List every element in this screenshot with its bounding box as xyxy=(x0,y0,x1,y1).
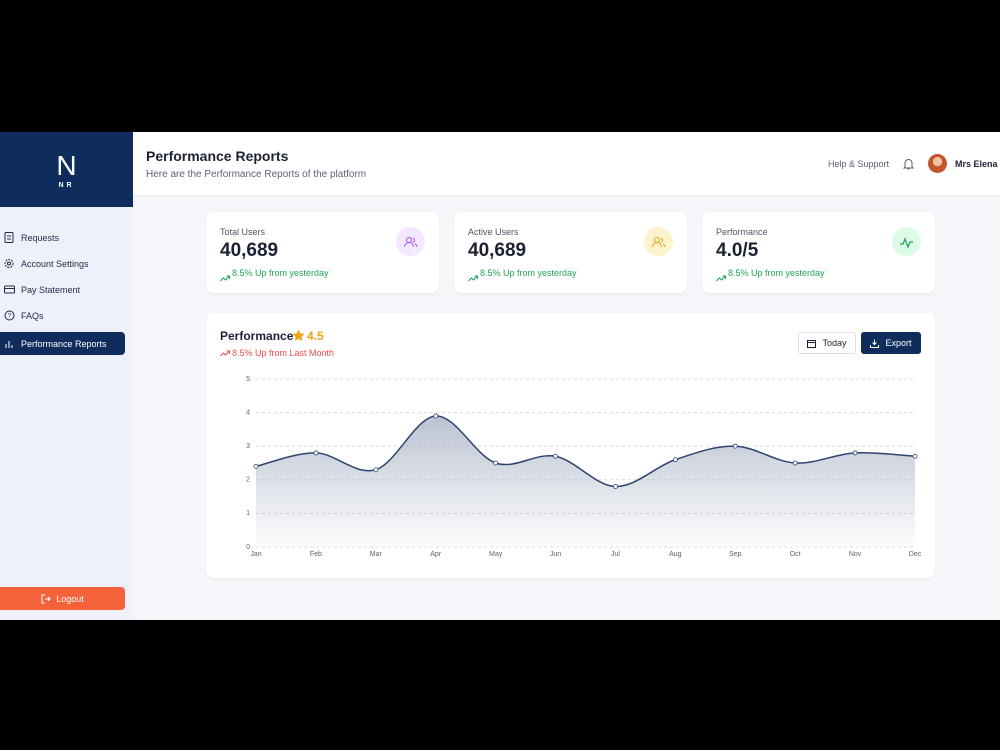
kpi-trend: 8.5% Up from yesterday xyxy=(480,268,577,278)
point xyxy=(553,453,558,459)
kpi-trend: 8.5% Up from yesterday xyxy=(728,268,825,278)
trend-icon xyxy=(220,269,230,287)
point xyxy=(852,450,858,456)
menu-label: Account Settings xyxy=(21,258,89,269)
x-tick-label: Jan xyxy=(250,551,261,558)
kpi-icon xyxy=(396,227,425,256)
kpi-value: 40,689 xyxy=(468,240,527,261)
icon xyxy=(5,341,13,348)
trend-icon xyxy=(220,350,230,357)
chart-card: Performance 4.5 8.5% Up from Last Month … xyxy=(206,313,935,578)
kpi-value: 4.0/5 xyxy=(716,240,759,261)
icon xyxy=(4,285,15,294)
kpi-card: Active Users 40,689 8.5% Up from yesterday xyxy=(454,212,687,293)
user-name[interactable]: Mrs Elena xyxy=(955,159,998,169)
sidebar-cap xyxy=(0,207,133,219)
menu-label: FAQs xyxy=(21,310,44,321)
point xyxy=(373,467,379,473)
rating: 4.5 xyxy=(307,329,324,343)
kpi-label: Active Users xyxy=(468,227,519,237)
y-tick-label: 5 xyxy=(246,376,250,383)
kpi-label: Performance xyxy=(716,227,768,237)
page-title: Performance Reports xyxy=(146,148,289,164)
point xyxy=(912,453,918,459)
point xyxy=(253,463,259,469)
page-subtitle: Here are the Performance Reports of the … xyxy=(146,169,367,180)
menu-item[interactable]: Pay Statement xyxy=(0,278,125,301)
menu-item[interactable]: Requests xyxy=(0,226,125,249)
kpi-label: Total Users xyxy=(220,227,266,237)
button-label: Export xyxy=(885,338,912,348)
chart-subtitle: 8.5% Up from Last Month xyxy=(232,348,335,358)
menu-item[interactable]: Account Settings xyxy=(0,252,125,275)
menu-item[interactable]: Performance Reports xyxy=(0,332,125,355)
x-tick-label: Sep xyxy=(729,551,742,558)
svg-text:?: ? xyxy=(8,314,12,320)
menu-item[interactable]: ? FAQs xyxy=(0,304,125,327)
icon xyxy=(4,259,14,268)
bell-icon[interactable] xyxy=(903,158,914,170)
star-icon xyxy=(292,329,305,341)
icon xyxy=(4,232,14,243)
trend-icon xyxy=(468,269,478,287)
point xyxy=(672,457,678,463)
logo: N NR xyxy=(0,132,133,207)
logout-button[interactable]: Logout xyxy=(0,587,125,610)
kpi-icon xyxy=(892,227,921,256)
point xyxy=(613,484,618,489)
header: Performance Reports Here are the Perform… xyxy=(133,132,1000,196)
kpi-card: Performance 4.0/5 8.5% Up from yesterday xyxy=(702,212,935,293)
logo-sub: NR xyxy=(58,182,75,189)
y-tick-label: 4 xyxy=(246,409,250,416)
point xyxy=(313,450,319,456)
x-tick-label: Aug xyxy=(669,551,682,558)
kpi-value: 40,689 xyxy=(220,240,279,261)
x-tick-label: Nov xyxy=(849,551,862,558)
menu-label: Performance Reports xyxy=(21,338,107,349)
x-tick-label: Dec xyxy=(909,551,922,558)
x-tick-label: Oct xyxy=(790,551,801,558)
icon xyxy=(41,594,51,603)
point xyxy=(433,413,439,419)
point xyxy=(732,443,738,449)
point xyxy=(792,460,798,466)
icon xyxy=(870,339,880,348)
icon: ? xyxy=(4,310,15,321)
icon xyxy=(807,339,817,348)
logout-label: Logout xyxy=(56,593,84,604)
app: N NR Requests Account Settings Pay State… xyxy=(0,132,1000,620)
y-tick-label: 3 xyxy=(246,443,250,450)
y-tick-label: 2 xyxy=(246,477,250,484)
export-button[interactable]: Export xyxy=(861,332,921,354)
x-tick-label: May xyxy=(489,551,503,558)
area xyxy=(256,415,915,547)
y-tick-label: 1 xyxy=(246,510,250,517)
sidebar: N NR Requests Account Settings Pay State… xyxy=(0,132,133,620)
kpi-card: Total Users 40,689 8.5% Up from yesterday xyxy=(206,212,439,293)
avatar[interactable] xyxy=(928,154,947,173)
kpi-trend: 8.5% Up from yesterday xyxy=(232,268,329,278)
help-link[interactable]: Help & Support xyxy=(828,159,890,169)
button-label: Today xyxy=(822,338,847,348)
y-tick-label: 0 xyxy=(246,544,250,551)
menu-label: Pay Statement xyxy=(21,284,81,295)
point xyxy=(493,460,499,466)
x-tick-label: Feb xyxy=(310,551,322,558)
logo-mark: N xyxy=(56,150,77,181)
menu-label: Requests xyxy=(21,232,60,243)
line-chart: 0 1 2 3 4 5 Jan Feb Mar Apr May Jun Jul Aug Sep Oct Nov D… xyxy=(246,376,922,558)
x-tick-label: Jun xyxy=(550,551,561,558)
x-tick-label: Jul xyxy=(611,551,620,558)
x-tick-label: Apr xyxy=(430,551,442,558)
chart-title: Performance xyxy=(220,329,294,343)
trend-icon xyxy=(716,269,726,287)
today-button[interactable]: Today xyxy=(798,332,856,354)
x-tick-label: Mar xyxy=(370,551,383,558)
kpi-icon xyxy=(644,227,673,256)
